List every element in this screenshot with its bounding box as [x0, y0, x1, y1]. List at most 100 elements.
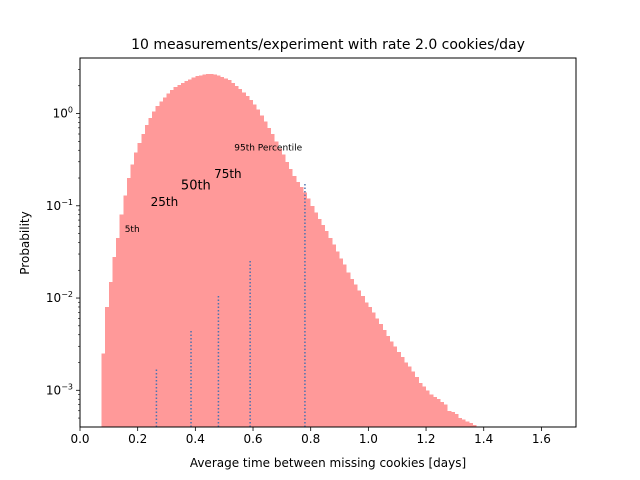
histogram-bar — [253, 104, 257, 427]
histogram-bar — [310, 205, 315, 427]
histogram-bar — [415, 376, 419, 427]
histogram-bar — [148, 117, 153, 427]
histogram-bar — [458, 418, 463, 427]
histogram-bar — [202, 74, 207, 427]
y-tick-label: 10−3 — [46, 382, 73, 397]
histogram-bar — [408, 366, 412, 427]
histogram-bar — [472, 425, 477, 427]
histogram-bar — [112, 256, 117, 427]
histogram-bar — [267, 127, 272, 427]
histogram-bar — [238, 88, 243, 427]
histogram-bar — [411, 371, 416, 427]
percentile-label: 25th — [151, 195, 179, 209]
percentile-label: 50th — [181, 179, 211, 194]
histogram-bar — [357, 290, 362, 427]
histogram-bar — [361, 296, 365, 427]
histogram-bar — [375, 318, 380, 427]
x-tick-label: 0.8 — [301, 432, 320, 446]
histogram-bar — [296, 182, 300, 427]
histogram-bar — [256, 109, 261, 427]
histogram-bar — [177, 84, 181, 427]
histogram-bar — [447, 410, 452, 427]
histogram-bar — [289, 169, 293, 427]
histogram-bar — [303, 192, 308, 427]
x-tick-label: 0.4 — [186, 432, 205, 446]
histogram-bar — [292, 176, 297, 427]
histogram-bar — [462, 419, 466, 427]
histogram-bar — [108, 281, 113, 427]
histogram-bar — [317, 218, 322, 427]
y-axis-label: Probability — [18, 211, 32, 274]
histogram-bar — [429, 394, 434, 427]
histogram-bar — [213, 74, 217, 427]
histogram-bar — [141, 134, 145, 427]
histogram-bar — [134, 152, 138, 428]
histogram-bar — [393, 346, 398, 427]
y-axis-ticks: 10−3 10−2 10−1 100 — [46, 69, 80, 419]
histogram-bar — [299, 186, 304, 427]
histogram-bar — [245, 95, 250, 427]
histogram-bar — [119, 214, 124, 427]
histogram-bar — [436, 399, 441, 427]
y-tick-label: 100 — [53, 106, 73, 121]
histogram-bar — [101, 353, 106, 427]
histogram-bar — [382, 330, 387, 427]
histogram-bar — [209, 73, 214, 427]
x-axis-label: Average time between missing cookies [da… — [190, 456, 466, 470]
x-tick-label: 1.6 — [532, 432, 551, 446]
percentile-label: 95th Percentile — [234, 143, 302, 153]
histogram-bar — [371, 312, 376, 427]
histogram-bar — [184, 81, 189, 428]
histogram-bar — [332, 244, 336, 427]
histogram-bar — [451, 412, 455, 427]
histogram-bar — [130, 164, 135, 428]
histogram-bar — [195, 76, 199, 427]
histogram-bar — [418, 382, 423, 427]
histogram-bar — [400, 356, 405, 427]
histogram-bar — [454, 414, 459, 427]
histogram-bar — [379, 324, 383, 427]
histogram-bar — [162, 97, 167, 428]
histogram-bar — [271, 134, 275, 427]
histogram-bar — [155, 106, 160, 428]
histogram-bar — [469, 423, 473, 427]
histogram-bar — [206, 73, 210, 427]
histogram-bar — [231, 82, 235, 428]
histogram-bar — [227, 80, 232, 428]
histogram-bar — [307, 198, 311, 427]
histogram-bar — [390, 341, 394, 427]
histogram-bar — [105, 306, 109, 427]
histogram-bar — [180, 82, 185, 428]
histogram-bar — [285, 161, 290, 427]
histogram-bar — [235, 85, 239, 428]
histogram-bar — [242, 92, 246, 427]
histogram-bar — [339, 258, 344, 427]
histogram-bar — [173, 86, 178, 427]
histogram-bar — [350, 279, 354, 427]
histogram-bar — [314, 212, 318, 427]
percentile-label: 5th — [125, 225, 140, 235]
histogram-bar — [188, 79, 192, 427]
histogram-bar — [328, 237, 333, 427]
x-tick-label: 1.2 — [416, 432, 435, 446]
histogram-bar — [159, 101, 163, 428]
chart-title: 10 measurements/experiment with rate 2.0… — [131, 37, 525, 53]
y-tick-label: 10−2 — [46, 290, 73, 305]
histogram-bar — [397, 352, 401, 427]
histogram-bar — [123, 195, 127, 427]
histogram-bar — [274, 141, 279, 427]
percentile-lines — [155, 182, 306, 427]
percentile-label: 75th — [214, 167, 242, 181]
histogram-bar — [386, 335, 390, 427]
x-axis-ticks: 0.0 0.2 0.4 0.6 0.8 1.0 1.2 1.4 1.6 — [70, 427, 551, 446]
histogram-bar — [422, 386, 427, 427]
histogram-bar — [166, 93, 171, 427]
histogram-bar — [440, 401, 445, 427]
histogram-bar — [364, 302, 369, 427]
x-tick-label: 1.4 — [474, 432, 493, 446]
histogram-bar — [321, 224, 326, 427]
histogram-bar — [426, 390, 430, 427]
